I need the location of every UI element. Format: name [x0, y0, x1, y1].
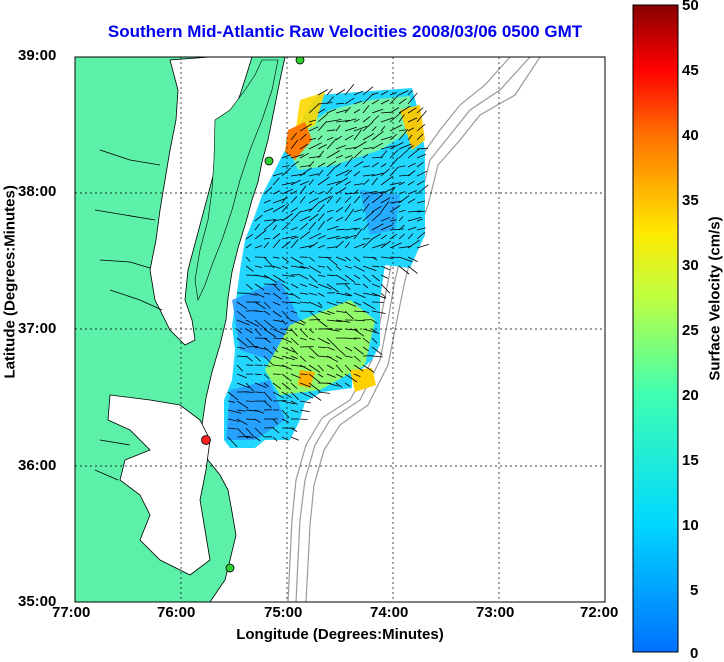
velocity-arrow	[264, 284, 277, 285]
station-marker-green	[226, 564, 234, 572]
station-marker-green	[265, 157, 273, 165]
colorbar	[633, 5, 678, 652]
velocity-arrow	[300, 374, 308, 375]
station-marker-red	[202, 436, 211, 445]
velocity-arrow	[246, 419, 255, 420]
velocity-arrow	[255, 392, 263, 393]
velocity-arrow	[390, 257, 399, 258]
